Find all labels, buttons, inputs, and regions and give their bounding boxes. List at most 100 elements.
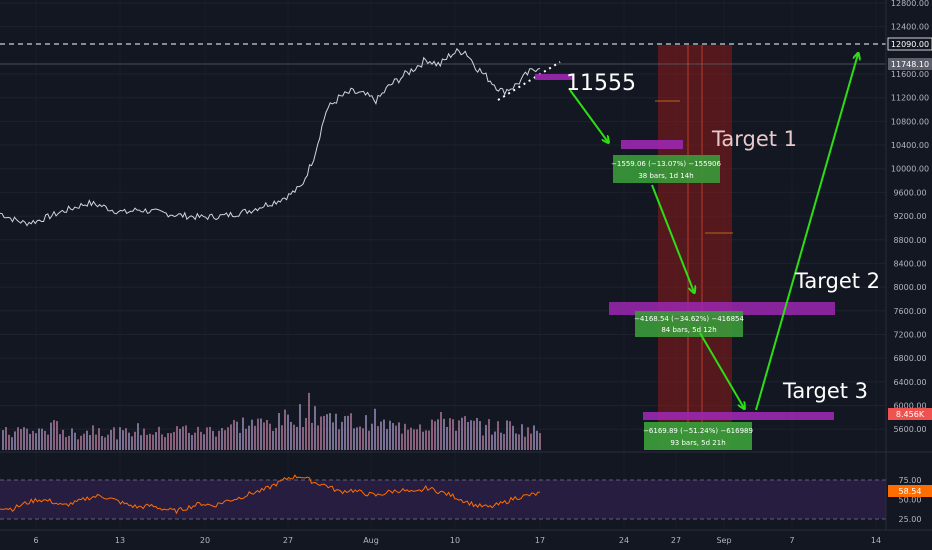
volume-bar bbox=[284, 409, 286, 450]
measure-box-1[interactable]: −1559.06 (−13.07%) −155906 38 bars, 1d 1… bbox=[611, 155, 721, 183]
volume-bar bbox=[509, 421, 511, 450]
target3-box[interactable] bbox=[643, 412, 834, 420]
measure-box-3[interactable]: −6169.89 (−51.24%) −616989 93 bars, 5d 2… bbox=[643, 422, 753, 450]
volume-bar bbox=[23, 427, 25, 450]
price-axis[interactable]: 12800.00 12400.00 11600.00 11200.00 10800.00… bbox=[891, 0, 929, 434]
volume-bar bbox=[59, 434, 61, 450]
volume-bar bbox=[29, 433, 31, 450]
volume-bar bbox=[296, 426, 298, 450]
price-tick-label: 8000.00 bbox=[893, 283, 926, 292]
volume-bar bbox=[440, 411, 442, 450]
volume-bar bbox=[308, 392, 310, 450]
volume-bar bbox=[500, 432, 502, 450]
arrow-to-target1 bbox=[569, 89, 608, 142]
volume-bar bbox=[53, 420, 55, 450]
volume-bar bbox=[2, 430, 4, 450]
measure3-line1: −6169.89 (−51.24%) −616989 bbox=[643, 427, 753, 435]
volume-bar bbox=[422, 431, 424, 450]
price-tick-label: 6800.00 bbox=[893, 354, 926, 363]
volume-tag: 8.456K bbox=[888, 408, 932, 420]
volume-bar bbox=[119, 427, 121, 450]
volume-bar bbox=[47, 434, 49, 450]
volume-bar bbox=[134, 431, 136, 450]
measure2-line2: 84 bars, 5d 12h bbox=[661, 326, 716, 334]
volume-bar bbox=[401, 433, 403, 450]
trendline-dotted[interactable] bbox=[497, 61, 561, 101]
volume-bar bbox=[62, 429, 64, 450]
volume-bar bbox=[155, 432, 157, 450]
volume-text: 8.456K bbox=[896, 410, 925, 419]
measure1-line2: 38 bars, 1d 14h bbox=[638, 172, 693, 180]
volume-bar bbox=[257, 418, 259, 450]
time-tick-label: 20 bbox=[200, 536, 210, 545]
price-tick-label: 6400.00 bbox=[893, 378, 926, 387]
price-tick-label: 10000.00 bbox=[891, 165, 929, 174]
volume-bar bbox=[203, 434, 205, 450]
projection-arrows[interactable] bbox=[569, 54, 858, 410]
volume-bar bbox=[269, 423, 271, 450]
volume-bar bbox=[485, 424, 487, 450]
volume-bar bbox=[407, 429, 409, 450]
volume-bar bbox=[437, 419, 439, 450]
volume-bar bbox=[380, 421, 382, 450]
price-tick-label: 7600.00 bbox=[893, 307, 926, 316]
volume-bar bbox=[170, 433, 172, 450]
volume-bar bbox=[482, 435, 484, 450]
volume-bar bbox=[518, 434, 520, 450]
volume-bar bbox=[209, 426, 211, 450]
volume-bar bbox=[212, 430, 214, 450]
price-tick-label: 8400.00 bbox=[893, 259, 926, 268]
volume-bar bbox=[350, 413, 352, 450]
time-axis[interactable]: 6 13 20 27 Aug 10 17 24 27 Sep 7 14 bbox=[33, 536, 881, 545]
price-tick-label: 12800.00 bbox=[891, 0, 929, 8]
volume-bar bbox=[395, 425, 397, 450]
volume-bar bbox=[494, 431, 496, 450]
volume-bar bbox=[242, 417, 244, 450]
rsi-tick-label: 75.00 bbox=[899, 476, 922, 485]
volume-bar bbox=[467, 421, 469, 450]
volume-bar bbox=[131, 436, 133, 450]
level-price-text: 12090.00 bbox=[891, 40, 929, 49]
volume-bar bbox=[359, 426, 361, 450]
rsi-current-text: 58.54 bbox=[899, 487, 922, 496]
volume-bar bbox=[290, 421, 292, 450]
volume-bar bbox=[71, 428, 73, 450]
volume-bar bbox=[488, 419, 490, 450]
volume-bar bbox=[38, 428, 40, 450]
rsi-current-tag: 58.54 bbox=[888, 485, 932, 497]
time-tick-label: 27 bbox=[671, 536, 681, 545]
level-box-11555[interactable] bbox=[535, 74, 573, 80]
volume-bar bbox=[434, 421, 436, 450]
volume-bar bbox=[503, 433, 505, 450]
label-target1: Target 1 bbox=[711, 127, 797, 151]
volume-bar bbox=[461, 417, 463, 450]
current-price-text: 11748.10 bbox=[891, 60, 929, 69]
volume-bar bbox=[413, 429, 415, 450]
price-tick-label: 9200.00 bbox=[893, 212, 926, 221]
volume-bar bbox=[218, 430, 220, 450]
price-tick-label: 6000.00 bbox=[893, 401, 926, 410]
volume-bar bbox=[215, 436, 217, 450]
price-tick-label: 11600.00 bbox=[891, 70, 929, 79]
volume-bar bbox=[137, 423, 139, 450]
volume-bar bbox=[182, 426, 184, 450]
volume-bar bbox=[20, 428, 22, 450]
volume-bar bbox=[452, 419, 454, 450]
target1-box[interactable] bbox=[621, 140, 683, 149]
time-tick-label: 27 bbox=[283, 536, 293, 545]
volume-bar bbox=[278, 412, 280, 450]
volume-bar bbox=[224, 430, 226, 450]
volume-bar bbox=[443, 418, 445, 450]
volume-bar bbox=[455, 430, 457, 450]
measure-box-2[interactable]: −4168.54 (−34.62%) −416854 84 bars, 5d 1… bbox=[634, 311, 744, 337]
price-tick-label: 10400.00 bbox=[891, 141, 929, 150]
time-tick-label: 13 bbox=[115, 536, 125, 545]
volume-bar bbox=[317, 425, 319, 450]
volume-bar bbox=[362, 428, 364, 450]
volume-bar bbox=[260, 418, 262, 450]
label-target2: Target 2 bbox=[794, 269, 880, 293]
volume-bar bbox=[530, 433, 532, 450]
price-tick-label: 8800.00 bbox=[893, 236, 926, 245]
volume-bar bbox=[338, 429, 340, 450]
